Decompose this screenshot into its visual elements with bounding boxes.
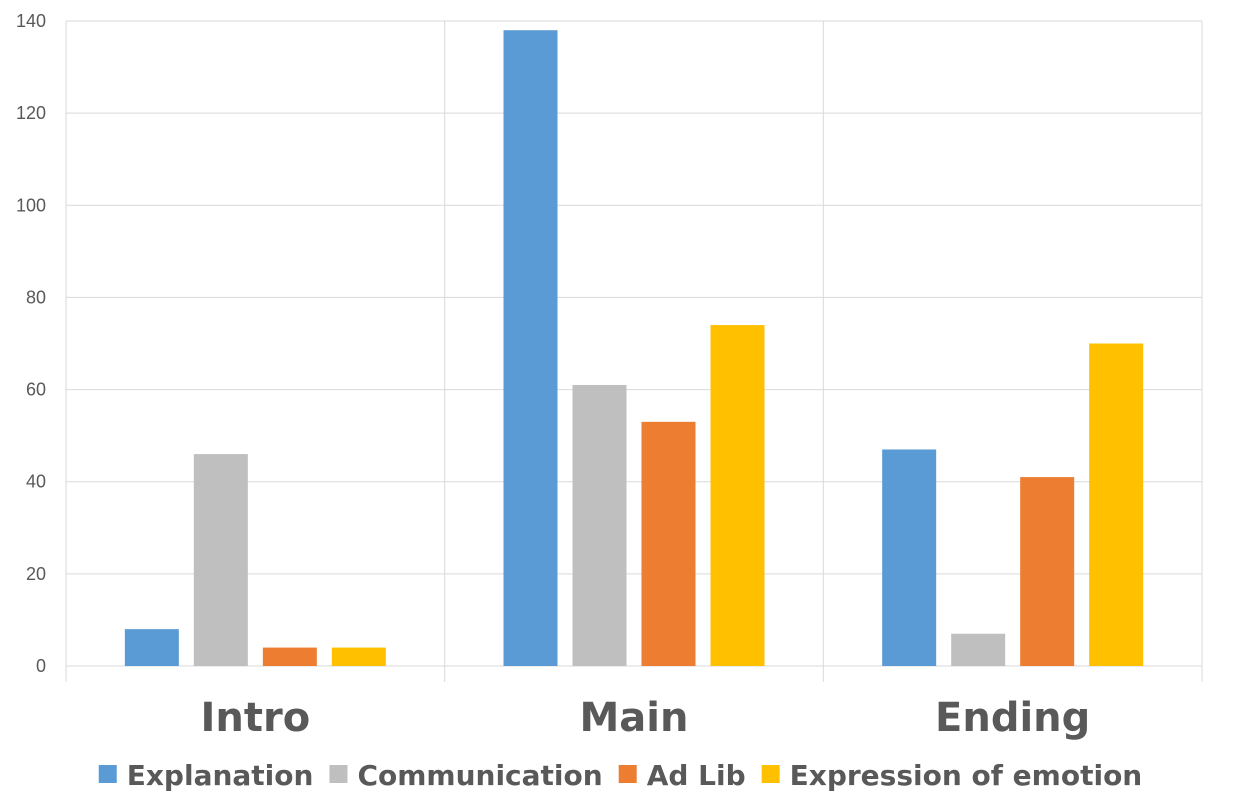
bar-ending-communication <box>951 633 1006 666</box>
bar-intro-ad-lib <box>262 647 317 666</box>
x-category-label: Intro <box>200 695 310 741</box>
legend-label: Expression of emotion <box>790 759 1143 792</box>
bar-ending-explanation <box>882 449 937 666</box>
bar-intro-explanation <box>124 629 179 666</box>
y-tick-label: 20 <box>26 564 46 584</box>
bar-ending-expression-of-emotion <box>1089 343 1144 666</box>
bar-ending-ad-lib <box>1020 477 1075 666</box>
y-axis-ticks: 0 20 40 60 80 100 120 140 <box>16 11 46 676</box>
legend-swatch-expression-of-emotion <box>761 765 780 783</box>
y-tick-label: 80 <box>26 287 46 307</box>
y-tick-label: 0 <box>36 656 46 676</box>
bar-main-explanation <box>503 30 558 666</box>
legend-label: Explanation <box>127 759 314 792</box>
y-tick-label: 100 <box>16 195 46 215</box>
bar-intro-expression-of-emotion <box>331 647 386 666</box>
legend: Explanation Communication Ad Lib Expression… <box>98 759 1143 792</box>
legend-swatch-explanation <box>98 765 117 783</box>
x-category-label: Main <box>580 695 689 741</box>
bar-intro-communication <box>193 454 248 666</box>
x-axis-categories: Intro Main Ending <box>200 695 1090 741</box>
grid-layer <box>65 20 1203 682</box>
legend-swatch-ad-lib <box>618 765 637 783</box>
bars <box>124 30 1144 666</box>
bar-main-communication <box>572 384 627 666</box>
y-tick-label: 140 <box>16 11 46 31</box>
bar-main-ad-lib <box>641 421 696 666</box>
x-category-label: Ending <box>935 695 1090 741</box>
y-tick-label: 40 <box>26 472 46 492</box>
legend-label: Communication <box>357 759 602 792</box>
legend-label: Ad Lib <box>647 759 746 792</box>
legend-swatch-communication <box>329 765 348 783</box>
bar-main-expression-of-emotion <box>710 325 765 666</box>
y-tick-label: 120 <box>16 103 46 123</box>
y-tick-label: 60 <box>26 380 46 400</box>
